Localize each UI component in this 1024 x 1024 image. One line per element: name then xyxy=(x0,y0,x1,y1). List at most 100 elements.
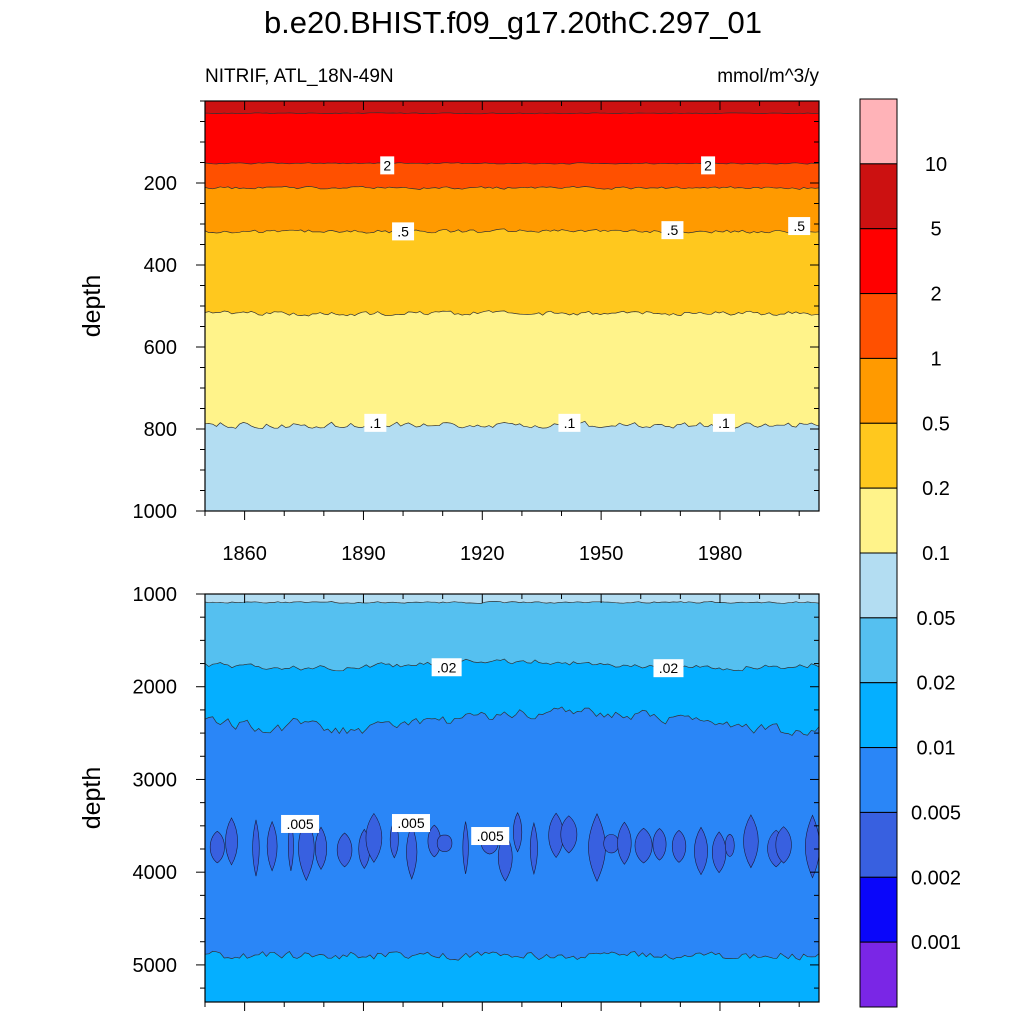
colorbar-label: 0.001 xyxy=(911,932,961,954)
contour-patch xyxy=(588,813,606,882)
contour-patch xyxy=(775,826,792,864)
contour-label: .005 xyxy=(397,815,424,831)
colorbar-box xyxy=(859,747,898,813)
contour-label: .005 xyxy=(286,816,313,832)
contour-label: 2 xyxy=(383,157,391,173)
x-tick-label: 1890 xyxy=(341,543,386,565)
contour-label: .1 xyxy=(369,415,381,431)
contour-patch xyxy=(315,826,327,870)
x-tick-label: 1950 xyxy=(579,543,624,565)
contour-line xyxy=(205,186,819,190)
colorbar-label: 0.1 xyxy=(922,543,950,565)
contour-band xyxy=(205,951,819,1002)
contour-patch xyxy=(427,824,441,858)
contour-label: .1 xyxy=(718,415,730,431)
contour-label: .5 xyxy=(397,223,409,239)
contour-line xyxy=(205,601,819,604)
lower-panel: .02 .02 .005 .005 .005 1000 2000 3000 4000 5000 de… xyxy=(78,584,820,1011)
colorbar-label: 0.005 xyxy=(911,802,961,824)
colorbar-box xyxy=(859,876,898,943)
plot-frame xyxy=(204,593,820,1003)
colorbar: 10 5 2 1 0.5 0.2 0.1 0.05 0.02 0.01 0.005 0.002 0.00… xyxy=(859,98,961,1008)
contour-patch xyxy=(406,823,418,880)
y-tick-label: 800 xyxy=(144,419,177,441)
contour-line xyxy=(205,950,819,961)
colorbar-label: 10 xyxy=(925,154,947,176)
units-label: mmol/m^3/y xyxy=(717,66,819,87)
colorbar-label: 0.02 xyxy=(917,673,956,695)
contour-patch xyxy=(365,812,383,863)
colorbar-label: 0.01 xyxy=(917,738,956,760)
contour-label: .5 xyxy=(793,218,805,234)
y-axis-title: depth xyxy=(78,767,106,830)
y-tick-label: 2000 xyxy=(133,677,178,699)
contour-line xyxy=(205,228,819,234)
colorbar-box xyxy=(859,228,898,295)
contour-label: .005 xyxy=(477,828,504,844)
contour-patch xyxy=(711,831,727,874)
contour-patch xyxy=(694,826,708,876)
contour-patch xyxy=(617,821,632,865)
contour-patch xyxy=(671,830,687,863)
colorbar-box xyxy=(859,617,898,684)
contour-patch xyxy=(225,817,238,866)
x-tick-label: 1980 xyxy=(698,543,743,565)
contour-line xyxy=(205,162,819,165)
contour-patch xyxy=(513,812,523,853)
contour-patch xyxy=(634,827,653,864)
contour-patch xyxy=(652,828,667,861)
variable-region-label: NITRIF, ATL_18N-49N xyxy=(205,66,394,87)
contour-label: .02 xyxy=(437,659,457,675)
contour-label: .5 xyxy=(667,222,679,238)
contour-label: .1 xyxy=(564,415,576,431)
contour-patch xyxy=(252,819,260,877)
y-tick-label: 3000 xyxy=(133,769,178,791)
contour-line xyxy=(205,658,819,672)
colorbar-label: 2 xyxy=(930,284,941,306)
y-tick-label: 1000 xyxy=(133,584,178,606)
colorbar-box xyxy=(859,293,898,359)
contour-patch xyxy=(287,820,294,871)
colorbar-label: 5 xyxy=(930,219,941,241)
chart-title: b.e20.BHIST.f09_g17.20thC.297_01 xyxy=(264,5,762,40)
colorbar-label: 0.2 xyxy=(922,478,950,500)
colorbar-box xyxy=(859,682,898,749)
x-tick-label: 1920 xyxy=(460,543,505,565)
contour-patch xyxy=(603,834,620,854)
contour-band xyxy=(205,421,819,511)
contour-patch xyxy=(529,821,538,876)
colorbar-label: 0.002 xyxy=(911,867,961,889)
colorbar-label: 1 xyxy=(930,348,941,370)
contour-patch xyxy=(560,815,578,854)
contour-patch xyxy=(266,820,278,872)
colorbar-box xyxy=(859,98,898,165)
y-tick-label: 400 xyxy=(144,255,177,277)
y-tick-label: 4000 xyxy=(133,862,178,884)
contour-patch xyxy=(725,833,735,857)
contour-patch xyxy=(436,834,453,852)
contour-patch xyxy=(743,814,759,869)
contour-line xyxy=(205,112,819,115)
colorbar-label: 0.5 xyxy=(922,413,950,435)
colorbar-label: 0.05 xyxy=(917,608,956,630)
colorbar-box xyxy=(859,357,898,424)
y-tick-label: 5000 xyxy=(133,955,178,977)
y-tick-label: 1000 xyxy=(133,501,178,523)
contour-patch xyxy=(336,832,353,868)
contour-label: .02 xyxy=(659,660,679,676)
contour-label: 2 xyxy=(704,157,712,173)
contour-line xyxy=(205,310,819,317)
contour-patch xyxy=(497,832,513,882)
y-tick-label: 200 xyxy=(144,173,177,195)
colorbar-box xyxy=(859,552,898,619)
colorbar-box xyxy=(859,811,898,878)
colorbar-box xyxy=(859,163,898,230)
contour-patch xyxy=(209,830,225,864)
y-axis-title: depth xyxy=(78,275,106,338)
colorbar-box xyxy=(859,487,898,554)
contour-line xyxy=(205,706,819,736)
colorbar-box xyxy=(859,941,898,1008)
contour-patch xyxy=(462,821,469,874)
x-tick-label: 1860 xyxy=(222,543,267,565)
